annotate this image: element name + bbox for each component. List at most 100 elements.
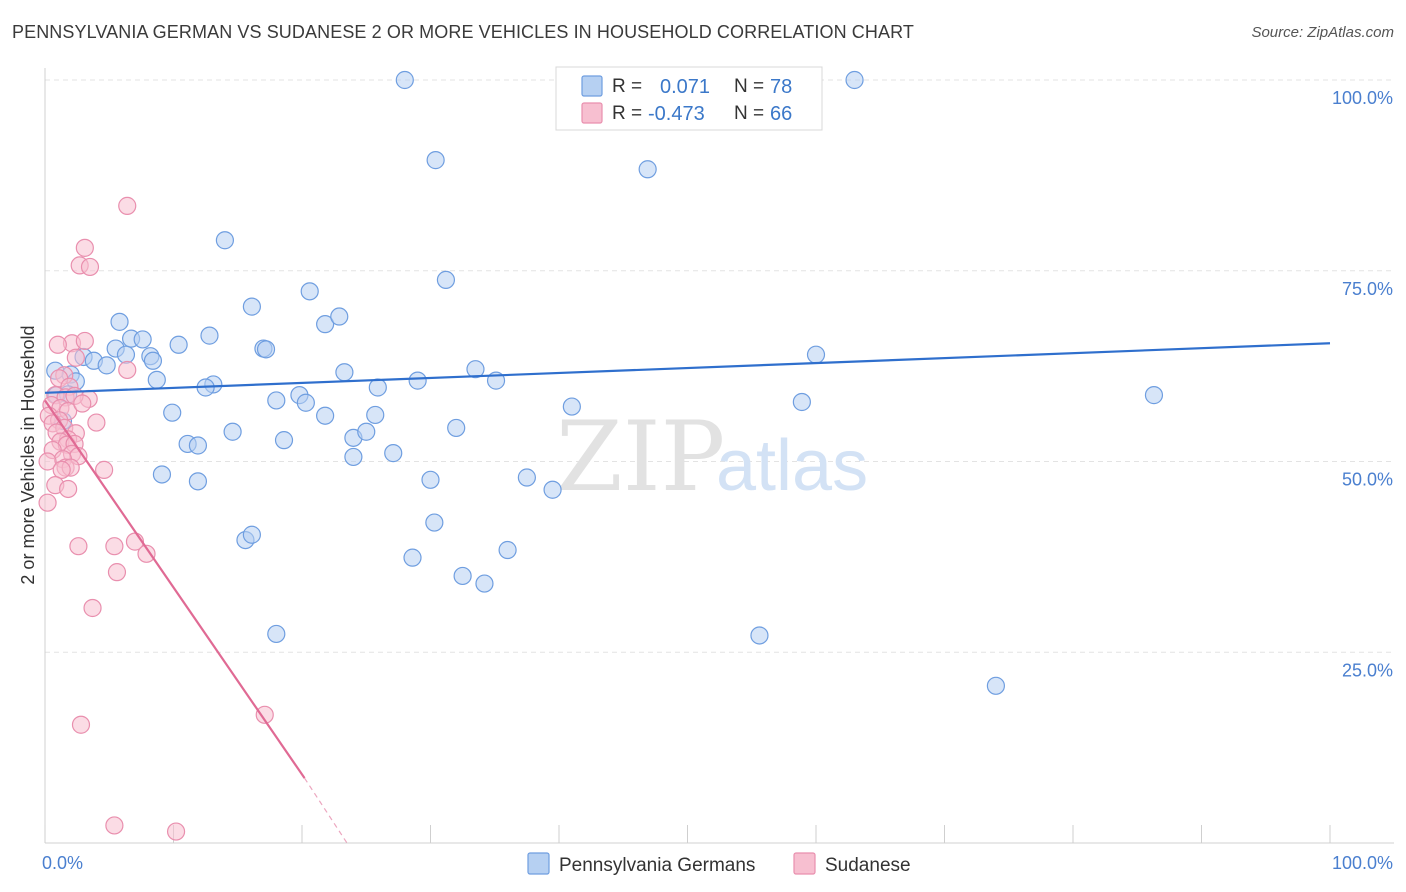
y-tick-label: 75.0% xyxy=(1342,279,1393,299)
pennsylvania-german-point xyxy=(436,270,456,290)
sudanese-point xyxy=(107,563,127,582)
sudanese-point xyxy=(118,196,137,215)
pennsylvania-german-point xyxy=(242,297,261,316)
pennsylvania-german-point xyxy=(806,345,826,364)
pennsylvania-german-point xyxy=(143,351,163,370)
pennsylvania-german-point xyxy=(163,403,182,422)
sudanese-point xyxy=(118,360,137,380)
watermark-zip: ZIP xyxy=(556,401,725,513)
pennsylvania-german-point xyxy=(316,406,335,425)
pennsylvania-german-point xyxy=(274,431,294,450)
pennsylvania-german-point xyxy=(188,436,208,455)
legend-blue-swatch xyxy=(581,75,603,97)
bottom-legend-pink-swatch xyxy=(793,852,816,875)
pennsylvania-german-point xyxy=(242,525,261,544)
pennsylvania-german-point xyxy=(750,626,769,645)
pennsylvania-german-point xyxy=(116,345,136,364)
y-axis-label: 2 or more Vehicles in Household xyxy=(18,325,38,584)
pennsylvania-german-point xyxy=(223,422,242,441)
pennsylvania-german-point xyxy=(368,378,387,397)
pennsylvania-german-point xyxy=(296,393,315,412)
sudanese-point xyxy=(69,537,88,556)
trend-lines xyxy=(44,342,1331,844)
pennsylvania-german-point xyxy=(1144,386,1164,405)
sudanese-point xyxy=(38,452,57,471)
legend-n-value-1: 78 xyxy=(770,76,792,98)
pennsylvania-german-point xyxy=(425,513,444,532)
pennsylvania-german-trend-line xyxy=(44,342,1331,394)
pennsylvania-german-point xyxy=(543,480,562,499)
pennsylvania-german-point xyxy=(110,312,129,331)
bottom-legend: Pennsylvania Germans Sudanese xyxy=(527,852,911,876)
sudanese-point xyxy=(59,479,78,499)
sudanese-point xyxy=(105,816,124,835)
pennsylvania-german-point xyxy=(638,160,657,179)
bottom-legend-label-2: Sudanese xyxy=(825,855,911,876)
y-tick-label: 100.0% xyxy=(1332,88,1393,108)
pennsylvania-german-point xyxy=(475,574,494,593)
sudanese-point xyxy=(75,238,94,257)
pennsylvania-german-point xyxy=(421,470,440,489)
pennsylvania-german-point xyxy=(498,540,517,560)
sudanese-point xyxy=(80,257,100,277)
pennsylvania-german-point xyxy=(466,360,485,379)
x-tick-label: 100.0% xyxy=(1332,853,1393,873)
legend-box: R = 0.071 N = 78 R = -0.473 N = 66 xyxy=(555,66,823,131)
pennsylvania-german-point xyxy=(169,335,188,354)
tick-labels: 25.0% 50.0% 75.0% 100.0% 0.0% 100.0% xyxy=(42,88,1393,873)
pennsylvania-german-point xyxy=(447,418,466,438)
y-tick-label: 50.0% xyxy=(1342,470,1393,490)
pennsylvania-german-point xyxy=(845,70,864,90)
pennsylvania-german-point xyxy=(330,307,349,326)
legend-r-label-2: R = xyxy=(612,103,642,124)
pennsylvania-german-point xyxy=(562,397,581,416)
watermark: ZIP atlas xyxy=(556,401,868,513)
sudanese-trend-line-extension xyxy=(304,777,348,844)
pennsylvania-german-point xyxy=(200,326,219,345)
sudanese-point xyxy=(166,822,186,841)
pennsylvania-german-point xyxy=(357,422,376,441)
pennsylvania-german-point xyxy=(517,468,536,487)
legend-pink-swatch xyxy=(581,102,603,124)
sudanese-point xyxy=(75,331,94,351)
source-label: Source: ZipAtlas.com xyxy=(1251,24,1394,41)
sudanese-point xyxy=(38,493,57,512)
pennsylvania-german-point xyxy=(256,340,276,359)
pennsylvania-german-point xyxy=(267,391,286,410)
sudanese-point xyxy=(255,705,274,724)
pennsylvania-german-point xyxy=(395,70,414,90)
legend-n-value-2: 66 xyxy=(770,103,792,125)
sudanese-point xyxy=(105,537,124,556)
sudanese-point xyxy=(52,460,71,479)
bottom-legend-blue-swatch xyxy=(527,852,550,875)
pennsylvania-german-point xyxy=(453,566,472,586)
pennsylvania-german-point xyxy=(344,447,363,467)
x-tick-label: 0.0% xyxy=(42,853,83,873)
sudanese-point xyxy=(95,460,114,479)
legend-r-value-2: -0.473 xyxy=(648,103,705,125)
sudanese-point xyxy=(137,544,156,563)
pennsylvania-german-point xyxy=(97,356,116,375)
pennsylvania-german-point xyxy=(188,472,208,491)
pennsylvania-german-point xyxy=(335,363,354,382)
sudanese-point xyxy=(48,335,67,354)
pennsylvania-german-point xyxy=(267,624,286,644)
sudanese-point xyxy=(73,394,92,413)
pennsylvania-german-point xyxy=(384,444,403,463)
pennsylvania-german-point xyxy=(366,405,385,425)
pennsylvania-german-point xyxy=(147,370,166,389)
pennsylvania-german-point xyxy=(403,548,422,567)
legend-r-value-1: 0.071 xyxy=(660,76,710,98)
bottom-legend-label-1: Pennsylvania Germans xyxy=(559,855,755,876)
pennsylvania-german-point xyxy=(215,231,234,250)
legend-n-label-2: N = xyxy=(734,103,764,124)
pennsylvania-german-point xyxy=(133,330,152,349)
legend-r-label-1: R = xyxy=(612,76,642,97)
sudanese-trend-line xyxy=(44,399,306,779)
watermark-atlas: atlas xyxy=(716,426,868,506)
sudanese-point xyxy=(87,413,106,432)
pennsylvania-german-point xyxy=(316,315,335,334)
pennsylvania-german-point xyxy=(426,151,445,170)
pennsylvania-german-point xyxy=(792,392,811,412)
